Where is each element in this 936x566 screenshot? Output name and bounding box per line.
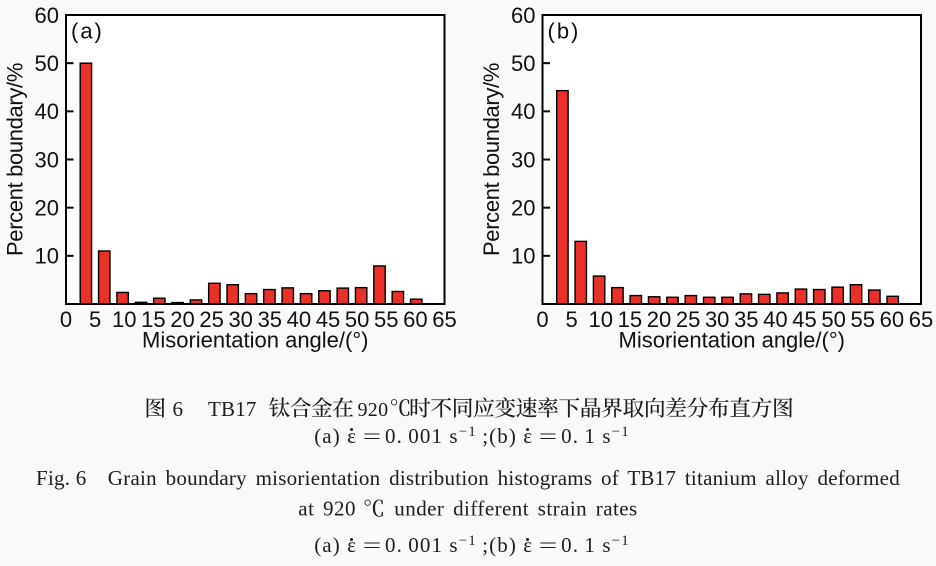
svg-text:25: 25 (199, 307, 223, 332)
svg-text:55: 55 (851, 307, 875, 332)
svg-text:20: 20 (35, 195, 59, 220)
svg-text:30: 30 (511, 147, 535, 172)
svg-text:30: 30 (35, 147, 59, 172)
svg-text:20: 20 (511, 195, 535, 220)
svg-text:65: 65 (909, 307, 933, 332)
svg-text:Misorientation angle/(°): Misorientation angle/(°) (142, 328, 368, 353)
svg-text:920: 920 (358, 399, 389, 421)
svg-text:50: 50 (511, 51, 535, 76)
svg-text:15: 15 (141, 307, 165, 332)
svg-text:30: 30 (705, 307, 729, 332)
svg-text:40: 40 (287, 307, 311, 332)
svg-text:50: 50 (345, 307, 369, 332)
svg-text:(b): (b) (548, 19, 581, 44)
svg-text:60: 60 (35, 3, 59, 28)
svg-text:Percent boundary/%: Percent boundary/% (479, 63, 504, 256)
svg-text:35: 35 (258, 307, 282, 332)
svg-text:10: 10 (35, 244, 59, 269)
svg-text:15: 15 (618, 307, 642, 332)
svg-text:35: 35 (734, 307, 758, 332)
svg-text:45: 45 (792, 307, 816, 332)
svg-text:(a): (a) (71, 19, 104, 44)
svg-text:5: 5 (89, 307, 101, 332)
svg-text:55: 55 (374, 307, 398, 332)
svg-text:40: 40 (763, 307, 787, 332)
svg-text:TB17: TB17 (208, 397, 257, 421)
svg-text:10: 10 (511, 244, 535, 269)
svg-text:5: 5 (565, 307, 577, 332)
svg-text:65: 65 (432, 307, 456, 332)
svg-text:Percent boundary/%: Percent boundary/% (3, 63, 28, 256)
svg-text:60: 60 (880, 307, 904, 332)
svg-text:0: 0 (536, 307, 548, 332)
svg-text:20: 20 (170, 307, 194, 332)
svg-text:60: 60 (403, 307, 427, 332)
svg-text:40: 40 (511, 99, 535, 124)
svg-text:60: 60 (511, 3, 535, 28)
svg-text:40: 40 (35, 99, 59, 124)
svg-text:Misorientation angle/(°): Misorientation angle/(°) (619, 328, 845, 353)
svg-text:20: 20 (647, 307, 671, 332)
svg-text:25: 25 (676, 307, 700, 332)
svg-text:6: 6 (173, 397, 184, 421)
svg-text:50: 50 (35, 51, 59, 76)
svg-text:30: 30 (228, 307, 252, 332)
svg-text:50: 50 (821, 307, 845, 332)
svg-text:0: 0 (60, 307, 72, 332)
svg-text:10: 10 (588, 307, 612, 332)
svg-text:10: 10 (112, 307, 136, 332)
svg-text:45: 45 (316, 307, 340, 332)
